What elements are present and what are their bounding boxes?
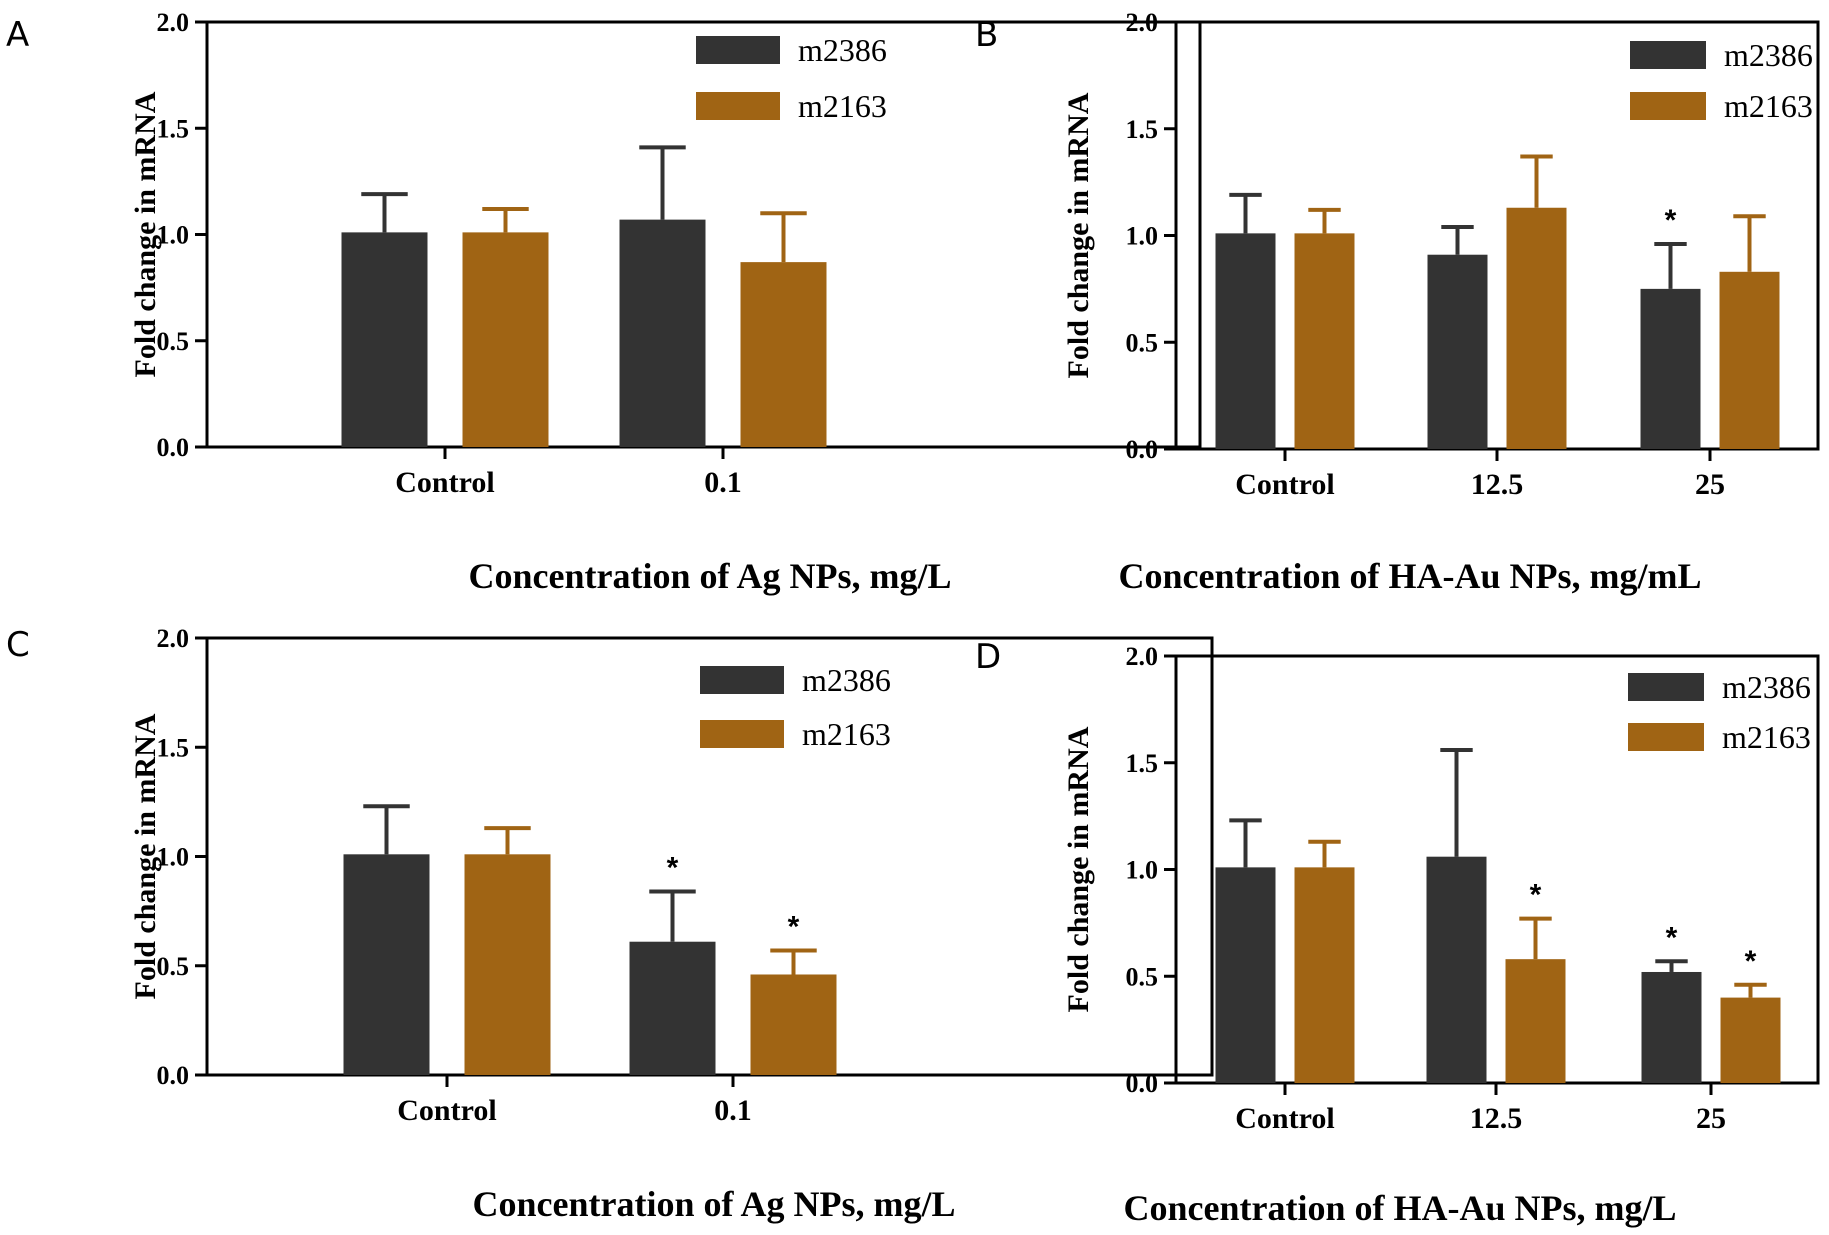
x-tick-label: 25 xyxy=(1695,468,1725,501)
bar-m2386-12.5 xyxy=(1427,254,1488,449)
legend-swatch-m2386 xyxy=(1630,41,1706,69)
legend-label-m2386: m2386 xyxy=(1722,669,1811,705)
y-tick-label: 0.0 xyxy=(1126,1069,1159,1098)
bar-m2163-Control xyxy=(1294,867,1355,1083)
bar-m2386-25 xyxy=(1640,288,1701,449)
x-axis-title: Concentration of Ag NPs, mg/L xyxy=(473,1184,956,1224)
y-tick-label: 2.0 xyxy=(157,8,190,37)
bar-m2163-Control xyxy=(1294,233,1355,449)
x-tick-label: Control xyxy=(395,466,494,499)
y-axis-title: Fold change in mRNA xyxy=(129,91,162,377)
y-tick-label: 1.5 xyxy=(1126,749,1159,778)
y-tick-label: 2.0 xyxy=(1126,642,1159,671)
x-tick-label: 12.5 xyxy=(1471,468,1524,501)
bar-m2163-0.1 xyxy=(750,974,837,1075)
legend-swatch-m2163 xyxy=(700,720,784,748)
panel-label: D xyxy=(975,637,1001,677)
x-axis-title: Concentration of Ag NPs, mg/L xyxy=(469,556,952,596)
x-axis-title: Concentration of HA-Au NPs, mg/mL xyxy=(1119,556,1702,596)
panel-c: C Fold change in mRNA 0.0 0.5 1.0 1.5 2.0 Contr… xyxy=(6,624,1214,1224)
bar-m2386-Control xyxy=(341,232,428,447)
panel-label: C xyxy=(6,625,30,665)
bar-m2163-0.1 xyxy=(740,262,827,447)
legend-label-m2163: m2163 xyxy=(798,88,887,124)
y-tick-label: 0.0 xyxy=(157,1061,190,1090)
y-tick-label: 2.0 xyxy=(1126,8,1159,37)
significance-star: * xyxy=(667,851,679,884)
legend-label-m2163: m2163 xyxy=(1724,88,1813,124)
x-tick-label: 25 xyxy=(1696,1102,1726,1135)
y-axis-title: Fold change in mRNA xyxy=(1062,726,1095,1012)
bar-m2163-25 xyxy=(1720,997,1781,1083)
y-tick-label: 2.0 xyxy=(157,624,190,653)
panel-b: B Fold change in mRNA 0.0 0.5 1.0 1.5 2.0 Contr… xyxy=(975,8,1820,596)
legend-swatch-m2163 xyxy=(1630,92,1706,120)
y-axis-title: Fold change in mRNA xyxy=(129,713,162,999)
panel-d: D Fold change in mRNA 0.0 0.5 1.0 1.5 2.0 Contr… xyxy=(975,637,1820,1228)
bar-m2163-25 xyxy=(1719,271,1780,449)
significance-star: * xyxy=(788,910,800,943)
bar-m2163-Control xyxy=(464,854,551,1075)
y-tick-label: 0.5 xyxy=(1126,328,1159,357)
y-tick-label: 1.0 xyxy=(1126,222,1159,251)
bar-m2386-0.1 xyxy=(619,219,706,447)
panel-label: A xyxy=(6,15,29,55)
x-tick-label: Control xyxy=(1235,1102,1334,1135)
y-tick-label: 1.5 xyxy=(157,733,190,762)
x-tick-label: 0.1 xyxy=(704,466,742,499)
y-tick-label: 0.5 xyxy=(1126,962,1159,991)
bar-m2386-Control xyxy=(1215,233,1276,449)
y-tick-label: 1.0 xyxy=(157,843,190,872)
significance-star: * xyxy=(1530,879,1542,912)
panel-label: B xyxy=(975,15,998,55)
y-tick-label: 0.5 xyxy=(157,327,190,356)
legend-label-m2386: m2386 xyxy=(798,32,887,68)
y-tick-label: 0.0 xyxy=(157,433,190,462)
legend-label-m2386: m2386 xyxy=(802,662,891,698)
bar-m2386-Control xyxy=(1215,867,1276,1083)
y-tick-label: 1.0 xyxy=(1126,856,1159,885)
legend-swatch-m2163 xyxy=(696,92,780,120)
y-tick-label: 1.0 xyxy=(157,221,190,250)
bar-m2386-12.5 xyxy=(1426,856,1487,1083)
x-tick-label: Control xyxy=(397,1094,496,1127)
legend-swatch-m2386 xyxy=(1628,673,1704,701)
bar-m2163-12.5 xyxy=(1505,959,1566,1083)
bar-m2163-12.5 xyxy=(1506,207,1567,449)
significance-star: * xyxy=(1665,204,1677,237)
bar-m2163-Control xyxy=(462,232,549,447)
significance-star: * xyxy=(1666,921,1678,954)
x-tick-label: Control xyxy=(1235,468,1334,501)
legend-swatch-m2386 xyxy=(700,666,784,694)
legend-swatch-m2163 xyxy=(1628,723,1704,751)
x-tick-label: 12.5 xyxy=(1470,1102,1523,1135)
bar-m2386-0.1 xyxy=(629,941,716,1075)
legend-label-m2163: m2163 xyxy=(802,716,891,752)
legend-swatch-m2386 xyxy=(696,36,780,64)
y-tick-label: 0.5 xyxy=(157,952,190,981)
x-axis-title: Concentration of HA-Au NPs, mg/L xyxy=(1124,1188,1677,1228)
significance-star: * xyxy=(1745,945,1757,978)
legend-label-m2386: m2386 xyxy=(1724,37,1813,73)
y-tick-label: 0.0 xyxy=(1126,435,1159,464)
y-tick-label: 1.5 xyxy=(157,114,190,143)
x-tick-label: 0.1 xyxy=(714,1094,752,1127)
y-axis-title: Fold change in mRNA xyxy=(1062,92,1095,378)
y-tick-label: 1.5 xyxy=(1126,115,1159,144)
bar-m2386-25 xyxy=(1641,971,1702,1083)
panel-a: A Fold change in mRNA 0.0 0.5 1.0 1.5 2.0 Contr… xyxy=(6,8,1202,596)
legend-label-m2163: m2163 xyxy=(1722,719,1811,755)
bar-m2386-Control xyxy=(343,854,430,1075)
